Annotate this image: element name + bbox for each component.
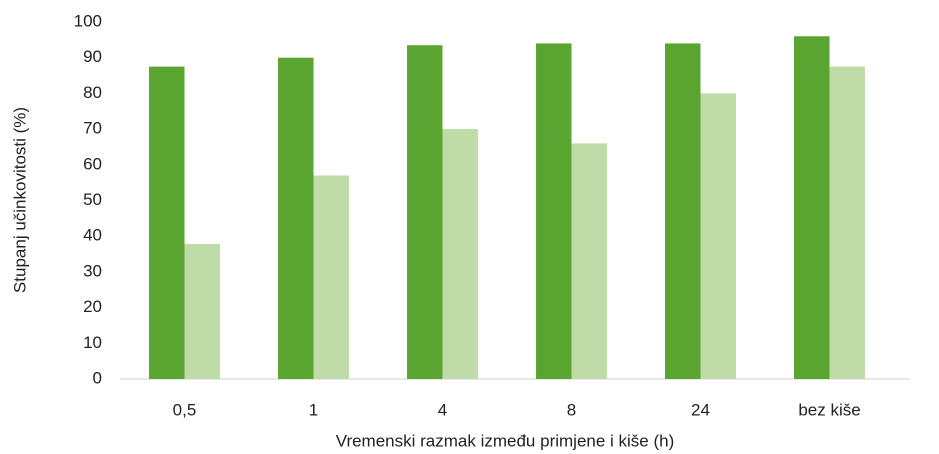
y-tick-label: 80	[83, 83, 102, 102]
y-tick-label: 10	[83, 333, 102, 352]
bar	[571, 143, 607, 379]
bar	[149, 66, 185, 379]
bar	[278, 57, 314, 379]
x-axis-label: Vremenski razmak između primjene i kiše …	[336, 431, 675, 450]
y-tick-label: 50	[83, 190, 102, 209]
y-tick-label: 90	[83, 47, 102, 66]
x-tick-label: bez kiše	[798, 400, 860, 419]
y-tick-label: 40	[83, 226, 102, 245]
y-tick-label: 30	[83, 261, 102, 280]
x-tick-label: 1	[309, 400, 318, 419]
x-tick-label: 0,5	[173, 400, 197, 419]
bar	[407, 45, 443, 380]
x-tick-label: 4	[438, 400, 447, 419]
bar	[536, 43, 572, 380]
x-tick-label: 8	[567, 400, 576, 419]
bar	[442, 129, 478, 379]
y-tick-label: 100	[74, 11, 102, 30]
bar	[700, 93, 736, 380]
bar	[184, 244, 220, 379]
x-tick-label: 24	[691, 400, 710, 419]
bar	[313, 175, 349, 379]
y-tick-label: 60	[83, 154, 102, 173]
y-tick-label: 20	[83, 297, 102, 316]
y-axis-label: Stupanj učinkovitosti (%)	[10, 107, 29, 293]
y-tick-label: 0	[93, 368, 102, 387]
bar	[829, 66, 865, 379]
bar	[794, 36, 830, 379]
y-tick-label: 70	[83, 119, 102, 138]
bar	[665, 43, 701, 380]
